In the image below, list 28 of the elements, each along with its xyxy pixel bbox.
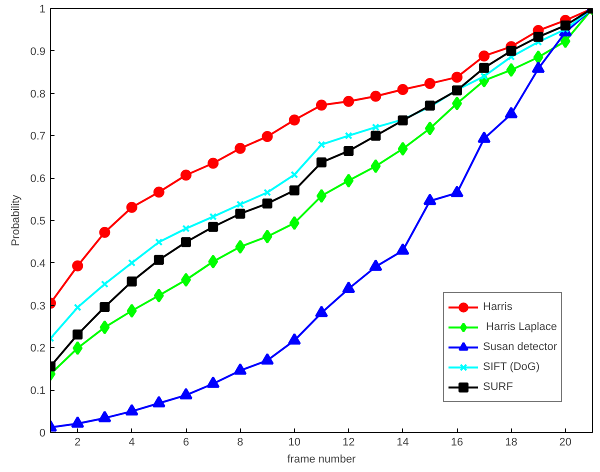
legend-label: Harris (483, 301, 512, 313)
y-tick-label: 0.3 (30, 300, 46, 312)
legend-label: Susan detector (483, 341, 557, 353)
y-tick-label: 0.5 (30, 216, 46, 228)
y-tick-label: 1 (39, 4, 46, 16)
y-tick-label: 0.1 (30, 385, 46, 398)
y-tick-label: 0.4 (30, 258, 46, 270)
y-tick-label: 0.2 (30, 342, 46, 355)
x-tick-label: 4 (128, 436, 135, 448)
x-tick-label: 14 (396, 436, 409, 448)
x-axis-title: frame number (287, 454, 356, 466)
y-tick-label: 0.7 (30, 130, 46, 143)
x-tick-label: 16 (450, 436, 464, 448)
legend-label: Harris Laplace (485, 321, 557, 333)
x-tick-label: 6 (182, 436, 190, 448)
x-tick-label: 10 (288, 436, 301, 448)
x-tick-label: 2 (74, 436, 81, 448)
x-tick-label: 8 (237, 436, 244, 448)
y-tick-label: 0.6 (30, 173, 46, 186)
legend-label: SIFT (DoG) (483, 361, 540, 373)
y-tick-label: 0 (39, 428, 46, 440)
y-tick-label: 0.8 (30, 88, 46, 100)
x-tick-label: 12 (342, 436, 355, 448)
y-tick-label: 0.9 (30, 46, 46, 58)
legend-label: SURF (483, 381, 513, 393)
y-axis-title: Probability (10, 194, 22, 246)
x-tick-label: 18 (505, 436, 518, 448)
x-tick-label: 20 (559, 436, 572, 448)
